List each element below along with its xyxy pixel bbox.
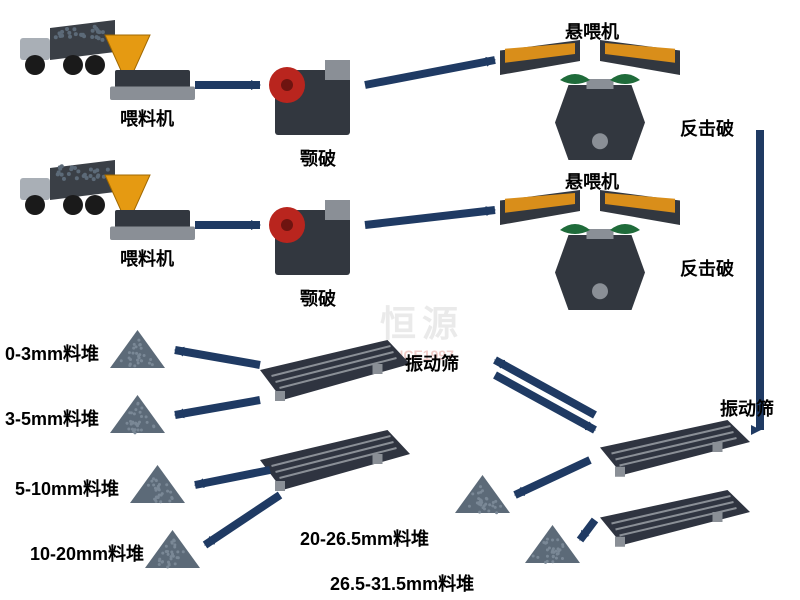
watermark-main: 恒源 xyxy=(380,295,464,347)
label-pile-0-3: 0-3mm料堆 xyxy=(5,340,99,366)
label-susp-1: 悬喂机 xyxy=(565,18,619,44)
label-jaw-2: 颚破 xyxy=(300,285,336,311)
label-pile-5-10: 5-10mm料堆 xyxy=(15,475,119,501)
label-screen-left: 振动筛 xyxy=(405,350,459,376)
label-feeder-1: 喂料机 xyxy=(120,105,174,131)
label-impact-2: 反击破 xyxy=(680,255,734,281)
label-screen-right: 振动筛 xyxy=(720,395,774,421)
label-feeder-2: 喂料机 xyxy=(120,245,174,271)
diagram-canvas xyxy=(0,0,800,600)
label-susp-2: 悬喂机 xyxy=(565,168,619,194)
label-jaw-1: 颚破 xyxy=(300,145,336,171)
label-pile-20-26: 20-26.5mm料堆 xyxy=(300,525,429,551)
label-impact-1: 反击破 xyxy=(680,115,734,141)
label-pile-3-5: 3-5mm料堆 xyxy=(5,405,99,431)
label-pile-10-20: 10-20mm料堆 xyxy=(30,540,144,566)
label-pile-26-31: 26.5-31.5mm料堆 xyxy=(330,570,474,596)
